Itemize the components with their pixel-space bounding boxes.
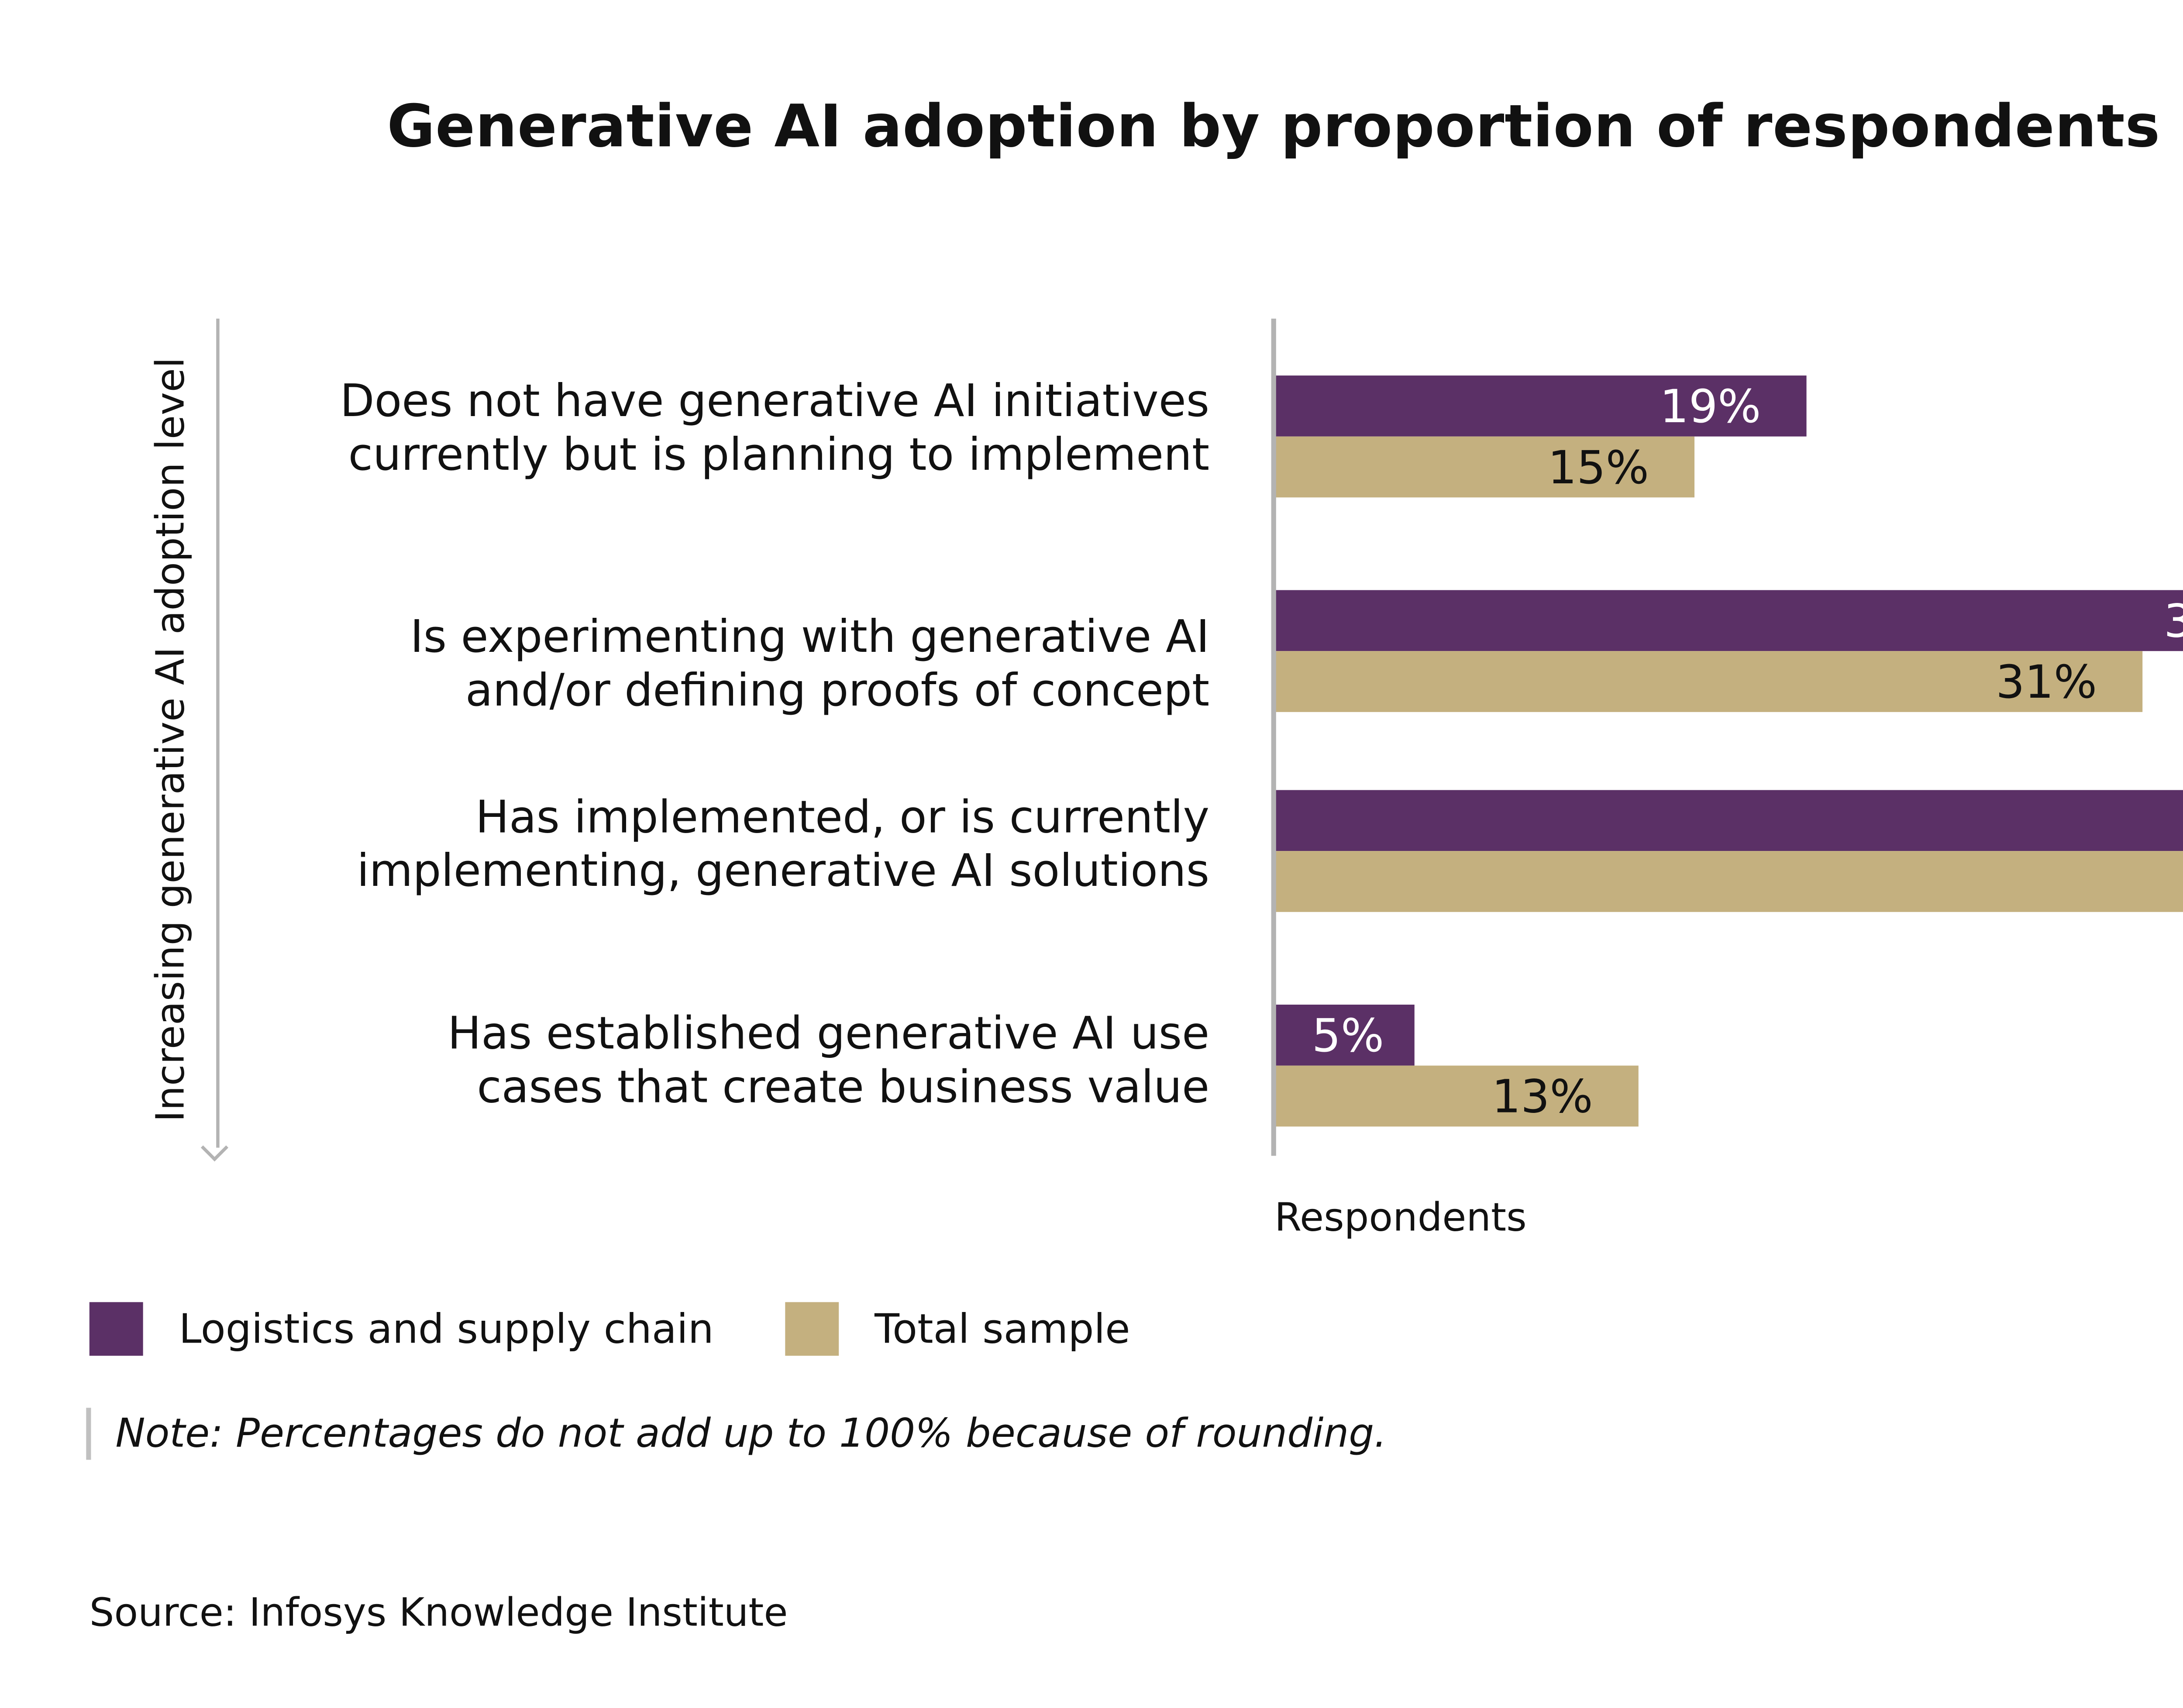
bar-logistics <box>1274 790 2183 851</box>
legend-label: Logistics and supply chain <box>179 1305 714 1353</box>
adoption-level-arrow <box>216 318 220 1148</box>
bar-total-sample <box>1274 1065 1639 1127</box>
category-label: Does not have generative AI initiatives … <box>340 375 1210 482</box>
legend-swatch <box>785 1302 839 1356</box>
source-text: Source: Infosys Knowledge Institute <box>89 1590 788 1636</box>
data-label: 15% <box>1548 441 1649 494</box>
bar-logistics <box>1274 590 2183 651</box>
footnote: Note: Percentages do not add up to 100% … <box>86 1408 1387 1460</box>
bar-total-sample <box>1274 851 2183 912</box>
data-label: 19% <box>1660 380 1761 433</box>
category-label: Is experimenting with generative AI and/… <box>410 611 1210 717</box>
legend-label: Total sample <box>875 1305 1130 1353</box>
category-label: Has implemented, or is currently impleme… <box>357 792 1210 898</box>
category-axis-line <box>1271 318 1276 1156</box>
data-label: 5% <box>1312 1009 1384 1062</box>
x-axis-label: Respondents <box>1274 1195 1527 1240</box>
bar-total-sample <box>1274 651 2143 712</box>
data-label: 31% <box>1996 655 2097 709</box>
bar-total-sample <box>1274 436 1695 498</box>
chart-title: Generative AI adoption by proportion of … <box>387 94 2160 161</box>
bar-logistics <box>1274 1004 1415 1066</box>
legend-item-logistics: Logistics and supply chain <box>89 1302 714 1356</box>
category-label: Has established generative AI use cases … <box>448 1008 1210 1114</box>
data-label: 37% <box>2164 595 2183 648</box>
data-label: 13% <box>1492 1070 1593 1123</box>
legend-item-total-sample: Total sample <box>785 1302 1130 1356</box>
bar-logistics <box>1274 375 1807 437</box>
legend-swatch <box>89 1302 143 1356</box>
